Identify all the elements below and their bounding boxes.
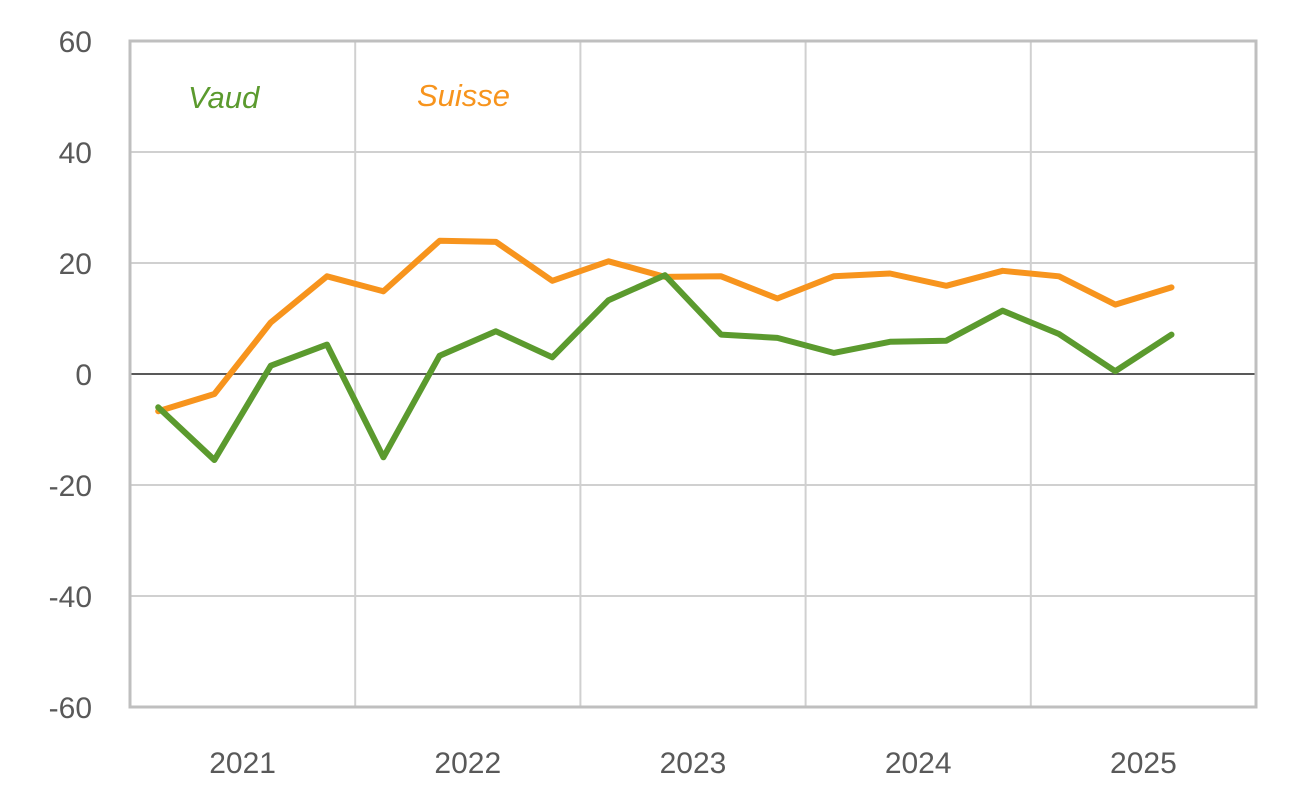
x-tick-label: 2024 xyxy=(885,747,952,780)
y-tick-label: 60 xyxy=(59,26,92,59)
y-tick-labels: 60 40 20 0 -20 -40 -60 xyxy=(49,26,92,725)
x-tick-label: 2025 xyxy=(1110,747,1177,780)
plot-frame xyxy=(128,39,1258,709)
y-tick-label: 0 xyxy=(75,359,92,392)
y-tick-label: -40 xyxy=(49,581,92,614)
legend-label-vaud: Vaud xyxy=(188,80,261,115)
series-line-suisse xyxy=(155,237,1175,415)
x-tick-label: 2021 xyxy=(209,747,276,780)
y-tick-label: -20 xyxy=(49,470,92,503)
x-tick-labels: 2021 2022 2023 2024 2025 xyxy=(209,747,1177,780)
x-tick-label: 2022 xyxy=(434,747,501,780)
legend: Vaud Suisse xyxy=(188,78,510,115)
series-line-vaud xyxy=(155,272,1175,463)
x-tick-label: 2023 xyxy=(660,747,727,780)
y-tick-label: 20 xyxy=(59,248,92,281)
series-lines xyxy=(155,237,1175,463)
y-tick-label: 40 xyxy=(59,137,92,170)
y-tick-label: -60 xyxy=(49,692,92,725)
legend-label-suisse: Suisse xyxy=(417,78,510,113)
